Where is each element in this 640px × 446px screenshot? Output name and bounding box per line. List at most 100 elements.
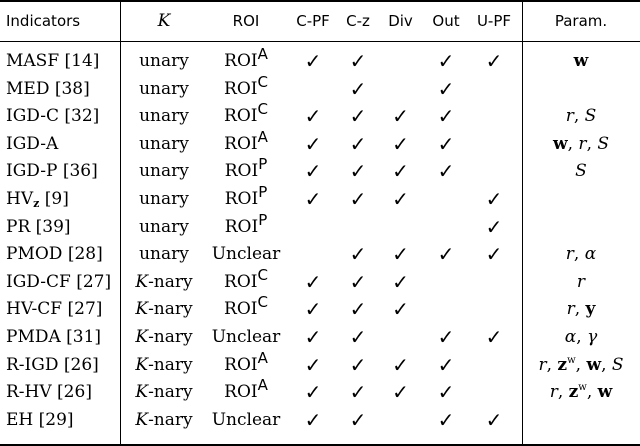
header-cz: C-z [346,12,370,30]
check-upf [468,157,520,185]
check-out: ✓ [437,352,455,377]
check-cz: ✓ [349,187,367,211]
check-div: ✓ [392,297,409,322]
check-out: ✓ [437,242,455,267]
indicator-name: R-IGD [26] [6,354,99,375]
param-symbol: w [597,382,613,403]
roi-value: ROIA [224,127,268,154]
k-value: K-nary [135,382,193,403]
roi-superscript: C [257,293,268,312]
header-rule [0,41,640,42]
check-div [377,213,424,241]
param-value: r, zw, w, S [538,354,624,375]
param-value [522,406,640,434]
param-symbol: S [584,106,597,127]
check-div: ✓ [392,159,409,184]
check-cpf: ✓ [304,297,322,322]
k-value: K-nary [135,327,193,347]
roi-value: ROIC [224,293,268,320]
k-value: unary [139,189,189,209]
column-divider [522,0,523,446]
param-value: w, r, S [552,133,610,154]
indicator-name: PMOD [28] [6,244,103,265]
check-upf: ✓ [485,325,503,349]
table-row: MASF [14] unary ROIA ✓ ✓ ✓ ✓ w [0,47,640,75]
check-upf: ✓ [485,187,503,211]
roi-superscript: A [257,127,268,146]
param-symbol: γ [587,327,598,347]
roi-superscript: C [257,265,268,284]
indicator-name: IGD-A [6,133,59,154]
indicator-name: PR [39] [6,216,71,237]
check-cpf: ✓ [304,187,322,211]
param-symbol-sup: w [567,354,576,366]
table-row: MED [38] unary ROIC ✓ ✓ [0,72,640,103]
param-value: r, y [566,299,596,320]
table-row: IGD-CF [27] K-nary ROIC ✓ ✓ ✓ r [0,265,640,296]
header-row: Indicators K ROI C-PF C-z Div Out U-PF P… [0,7,640,35]
k-symbol: K [135,409,149,430]
check-cz [339,213,377,241]
table-row: IGD-C [32] unary ROIC ✓ ✓ ✓ ✓ r, S [0,102,640,130]
indicator-name: MASF [14] [6,51,100,71]
param-symbol: S [575,161,587,182]
check-cpf: ✓ [304,352,322,377]
indicator-name: HVz [9] [6,189,69,210]
k-symbol: K [135,271,149,292]
table-row: PR [39] unary ROIP ✓ [0,210,640,241]
param-value [522,213,640,241]
check-upf: ✓ [485,407,503,432]
check-out: ✓ [437,104,455,129]
check-out: ✓ [437,407,455,432]
check-out: ✓ [437,325,455,349]
check-cz: ✓ [349,297,367,322]
indicator-name: IGD-CF [27] [6,271,112,292]
indicator-name: HV-CF [27] [6,299,103,320]
k-value: unary [139,244,189,265]
k-value: K-nary [135,409,193,430]
check-div: ✓ [392,269,409,294]
check-cpf: ✓ [304,159,322,184]
param-symbol: w [586,354,602,375]
check-cpf: ✓ [304,325,322,349]
param-symbol: r [538,354,547,375]
check-upf: ✓ [485,242,503,267]
check-out: ✓ [437,76,455,101]
check-cz: ✓ [349,325,367,349]
roi-value: ROIA [224,45,268,72]
roi-superscript: C [257,100,268,119]
check-out: ✓ [437,159,455,184]
header-roi: ROI [232,12,260,30]
param-symbol: S [611,354,624,375]
roi-value: ROIC [224,72,268,99]
param-symbol: zw [569,382,587,402]
check-cpf: ✓ [304,131,322,156]
roi-value: Unclear [211,244,281,265]
param-value [522,75,640,103]
check-cpf [288,240,338,268]
indicator-name: MED [38] [6,78,90,99]
roi-superscript: P [258,210,268,229]
table-row: IGD-A unary ROIA ✓ ✓ ✓ ✓ w, r, S [0,127,640,158]
check-cpf [288,75,338,103]
roi-value: ROIP [224,183,268,210]
check-cpf: ✓ [304,104,322,129]
k-value: unary [139,78,189,99]
check-cz: ✓ [349,380,367,405]
top-rule [0,0,640,2]
check-upf: ✓ [485,214,503,239]
header-upf: U-PF [476,12,512,30]
k-value: unary [139,106,189,127]
param-symbol: r [549,382,558,403]
param-symbol: α [564,327,577,347]
k-symbol: K [135,382,149,403]
check-div: ✓ [392,131,409,156]
param-symbol-sup: w [578,382,587,394]
check-out [424,213,468,241]
indicator-name: IGD-P [36] [6,161,98,182]
check-div [377,47,424,75]
check-cz: ✓ [349,131,367,156]
k-symbol: K [135,327,149,347]
check-cpf: ✓ [304,407,322,432]
roi-superscript: A [257,376,268,395]
